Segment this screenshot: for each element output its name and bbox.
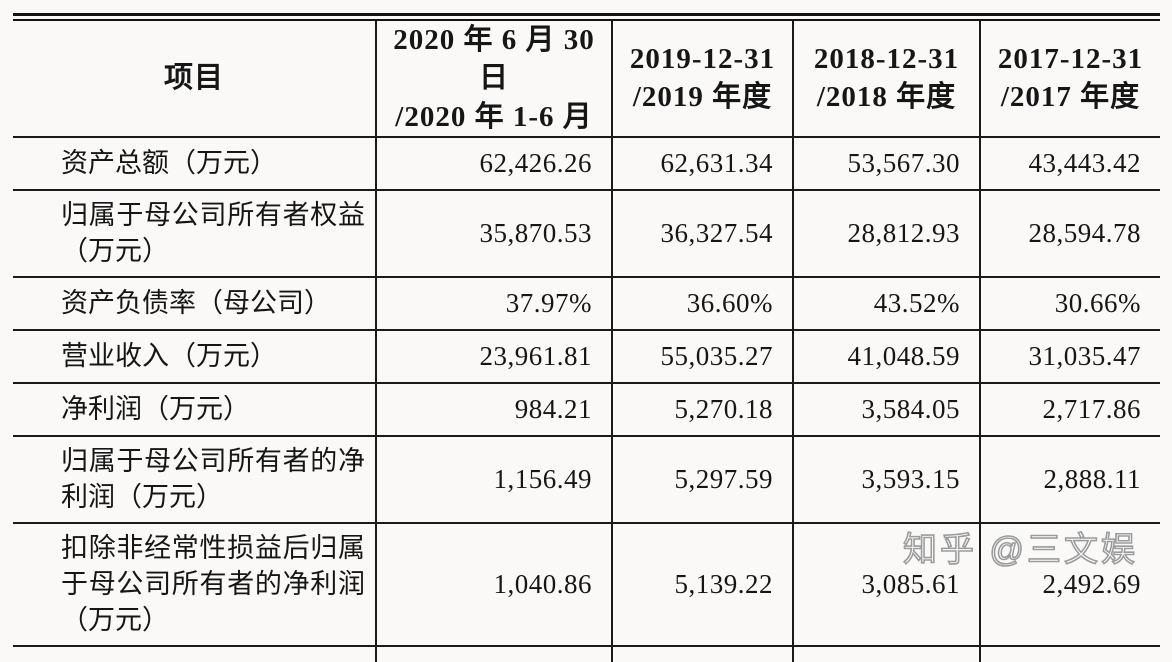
cell-value: 55,035.27 (611, 329, 793, 384)
header-item-column: 项目 (13, 21, 376, 138)
header-period-2017: 2017-12-31 /2017 年度 (979, 21, 1160, 138)
table-row-debt-ratio: 资产负债率（母公司） 37.97% 36.60% 43.52% 30.66% (13, 276, 1160, 331)
cell-value: 984.21 (375, 382, 612, 437)
cell-value: 35,870.53 (375, 189, 612, 278)
header-period-2019: 2019-12-31 /2019 年度 (611, 21, 793, 138)
header-period-2017-line2: /2017 年度 (1000, 81, 1141, 114)
header-period-2018-line1: 2018-12-31 (813, 43, 960, 76)
header-period-2020h1-line1: 2020 年 6 月 30 日 (393, 24, 595, 95)
cell-empty (792, 645, 980, 662)
cell-value: 1,040.86 (375, 522, 612, 647)
cell-value: 5,297.59 (611, 435, 793, 524)
table-row-parent-equity: 归属于母公司所有者权益（万元） 35,870.53 36,327.54 28,8… (13, 189, 1160, 278)
header-period-2018-line2: /2018 年度 (816, 81, 957, 114)
table-row-parent-net-profit: 归属于母公司所有者的净利润（万元） 1,156.49 5,297.59 3,59… (13, 435, 1160, 524)
row-label: 资产总额（万元） (13, 136, 376, 191)
cell-value: 2,888.11 (979, 435, 1160, 524)
cell-value: 43,443.42 (979, 136, 1160, 191)
table-row-operating-revenue: 营业收入（万元） 23,961.81 55,035.27 41,048.59 3… (13, 329, 1160, 384)
cell-value: 30.66% (979, 276, 1160, 331)
cell-value: 62,426.26 (375, 136, 612, 191)
cell-value: 2,492.69 (979, 522, 1160, 647)
row-label: 扣除非经常性损益后归属于母公司所有者的净利润（万元） (13, 522, 376, 647)
cell-value: 53,567.30 (792, 136, 980, 191)
cell-empty (375, 645, 612, 662)
row-label: 归属于母公司所有者权益（万元） (13, 189, 376, 278)
cell-value: 23,961.81 (375, 329, 612, 384)
row-label: 归属于母公司所有者的净利润（万元） (13, 435, 376, 524)
table-row-net-profit: 净利润（万元） 984.21 5,270.18 3,584.05 2,717.8… (13, 382, 1160, 437)
cell-value: 3,085.61 (792, 522, 980, 647)
cell-value: 37.97% (375, 276, 612, 331)
cell-value: 3,593.15 (792, 435, 980, 524)
cell-value: 62,631.34 (611, 136, 793, 191)
cell-value: 5,270.18 (611, 382, 793, 437)
row-label: 净利润（万元） (13, 382, 376, 437)
cell-value: 2,717.86 (979, 382, 1160, 437)
cell-value: 36,327.54 (611, 189, 793, 278)
table-top-rule-thick (13, 13, 1160, 16)
cell-value: 41,048.59 (792, 329, 980, 384)
cell-value: 5,139.22 (611, 522, 793, 647)
cell-value: 31,035.47 (979, 329, 1160, 384)
cell-value: 36.60% (611, 276, 793, 331)
cell-value: 28,812.93 (792, 189, 980, 278)
cell-empty (979, 645, 1160, 662)
row-label: 资产负债率（母公司） (13, 276, 376, 331)
cell-empty (611, 645, 793, 662)
cell-value: 43.52% (792, 276, 980, 331)
cell-value: 1,156.49 (375, 435, 612, 524)
header-period-2020h1: 2020 年 6 月 30 日 /2020 年 1-6 月 (375, 21, 612, 138)
row-label: 营业收入（万元） (13, 329, 376, 384)
table-top-rule-thin (13, 19, 1160, 21)
row-label-empty (13, 646, 376, 662)
header-period-2017-line1: 2017-12-31 (997, 43, 1144, 76)
table-row-total-assets: 资产总额（万元） 62,426.26 62,631.34 53,567.30 4… (13, 136, 1160, 191)
header-period-2019-line1: 2019-12-31 (629, 43, 776, 76)
cell-value: 28,594.78 (979, 189, 1160, 278)
table-row-deducted-net-profit: 扣除非经常性损益后归属于母公司所有者的净利润（万元） 1,040.86 5,13… (13, 522, 1160, 647)
header-period-2020h1-line2: /2020 年 1-6 月 (395, 100, 593, 133)
table-row-partial-cutoff (13, 645, 1160, 662)
header-period-2018: 2018-12-31 /2018 年度 (792, 21, 980, 138)
cell-value: 3,584.05 (792, 382, 980, 437)
header-period-2019-line2: /2019 年度 (632, 81, 773, 114)
financial-data-table: 项目 2020 年 6 月 30 日 /2020 年 1-6 月 2019-12… (13, 21, 1160, 662)
table-header-row: 项目 2020 年 6 月 30 日 /2020 年 1-6 月 2019-12… (13, 21, 1160, 138)
financial-summary-table: 项目 2020 年 6 月 30 日 /2020 年 1-6 月 2019-12… (13, 13, 1160, 662)
